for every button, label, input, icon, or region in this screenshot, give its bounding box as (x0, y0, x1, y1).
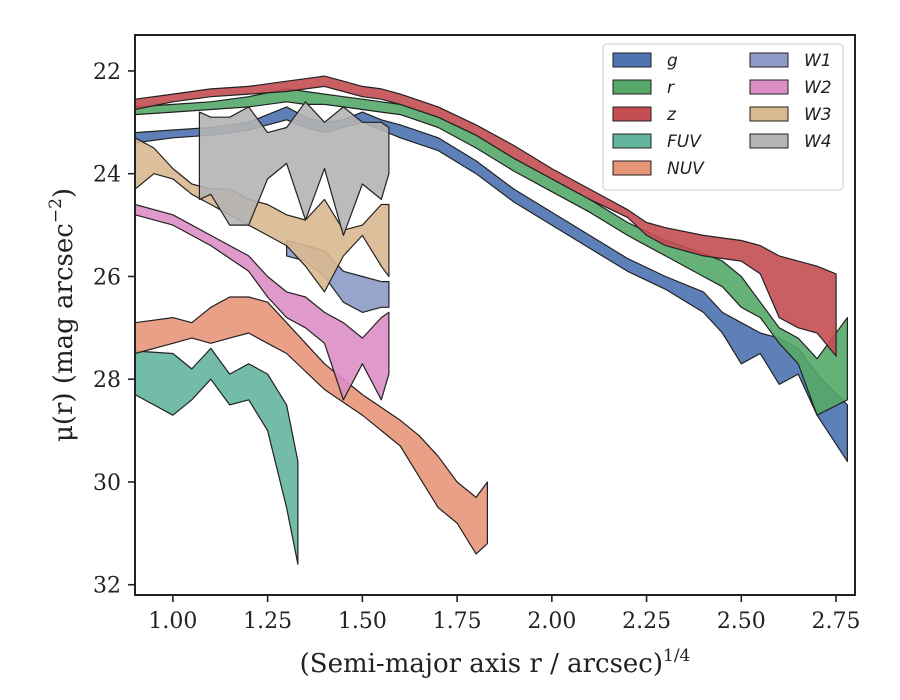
y-axis-label-text: μ(r) (mag arcsec (49, 223, 79, 442)
legend-swatch-w2 (749, 79, 789, 95)
x-axis-label: (Semi-major axis r / arcsec)1/4 (300, 646, 691, 679)
legend-label-fuv: FUV (667, 132, 702, 152)
x-tick-label: 1.00 (148, 609, 197, 634)
y-tick-label: 22 (93, 60, 121, 85)
x-axis-label-exponent: 1/4 (663, 646, 690, 666)
x-tick-label: 1.75 (433, 609, 482, 634)
y-tick-label: 28 (93, 368, 121, 393)
legend-swatch-g (612, 52, 652, 68)
y-tick-label: 24 (93, 163, 121, 188)
legend-label-w3: W3 (804, 105, 832, 125)
legend-label-r: r (667, 78, 675, 98)
band-fuv (135, 347, 299, 565)
legend-label-w1: W1 (804, 51, 832, 71)
legend-label-w4: W4 (804, 132, 832, 152)
y-tick-label: 26 (93, 265, 121, 290)
x-tick-label: 2.25 (622, 609, 671, 634)
legend-swatch-w1 (749, 52, 789, 68)
x-axis-label-text: (Semi-major axis r / arcsec) (300, 649, 663, 679)
x-axis: 1.00 1.25 1.50 1.75 2.00 2.25 2.50 2.75 (148, 595, 861, 634)
legend-label-nuv: NUV (667, 159, 705, 179)
legend-swatch-fuv (612, 133, 652, 149)
y-axis-label-close: ) (49, 188, 79, 198)
x-tick-label: 2.50 (717, 609, 766, 634)
band-r (135, 88, 849, 416)
x-tick-label: 1.50 (338, 609, 387, 634)
legend-swatch-w3 (749, 106, 789, 122)
y-axis-label-exponent: −2 (46, 198, 66, 223)
y-axis: 22 24 26 28 30 32 (93, 60, 135, 599)
legend-swatch-w4 (749, 133, 789, 149)
band-w2 (135, 203, 390, 401)
band-nuv (135, 296, 488, 555)
legend-label-z: z (666, 105, 677, 125)
band-z (135, 75, 837, 357)
x-tick-label: 2.00 (527, 609, 576, 634)
legend: grz FUV NUV W1 W2 W3 W4 (602, 43, 844, 191)
legend-swatch-z (612, 106, 652, 122)
legend-label-g: g (667, 51, 678, 71)
legend-swatch-nuv (612, 160, 652, 176)
y-tick-label: 32 (93, 574, 121, 599)
legend-label-w2: W2 (804, 78, 832, 98)
legend-swatch-r (612, 79, 652, 95)
plot-area (135, 75, 849, 565)
y-tick-label: 30 (93, 471, 121, 496)
band-w4 (198, 101, 390, 236)
x-tick-label: 1.25 (243, 609, 292, 634)
x-tick-label: 2.75 (812, 609, 861, 634)
y-axis-label: μ(r) (mag arcsec−2) (46, 188, 79, 442)
plot-frame (134, 34, 856, 596)
